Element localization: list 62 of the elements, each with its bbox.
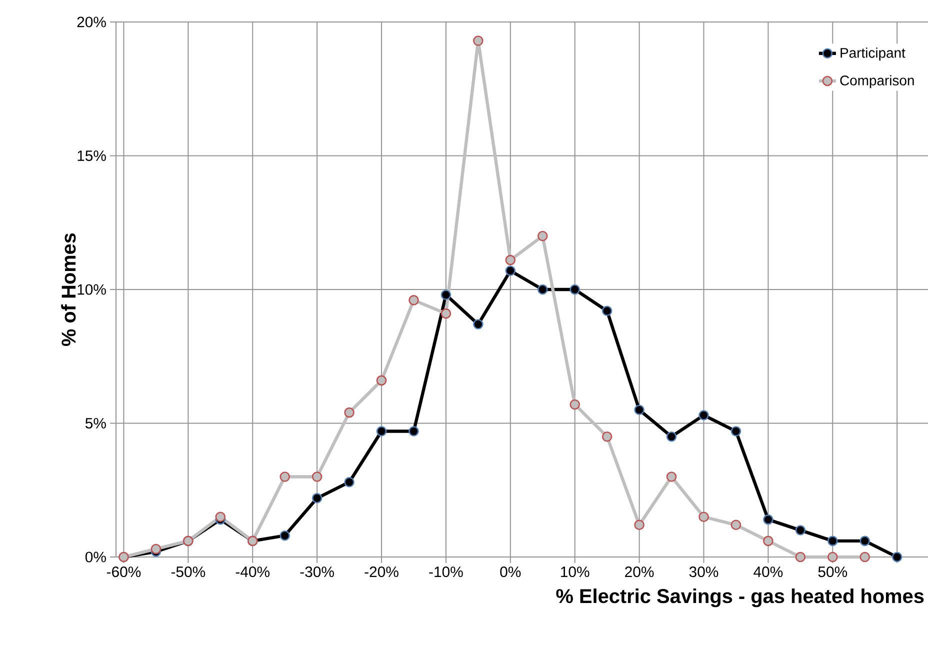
x-axis-title: % Electric Savings - gas heated homes <box>556 588 924 608</box>
point <box>440 308 452 319</box>
x-tick-label: -40% <box>236 566 270 578</box>
point <box>666 472 677 482</box>
y-tick-label: 5% <box>85 418 106 428</box>
legend-label: Participant <box>840 48 906 61</box>
x-tick-label: -50% <box>171 566 206 578</box>
x-tick-label: 50% <box>818 566 848 578</box>
point <box>505 254 516 266</box>
point <box>892 552 902 562</box>
x-tick-label: 0% <box>500 566 521 578</box>
point <box>473 319 484 330</box>
x-tick-label: 30% <box>689 566 718 578</box>
point <box>537 230 548 242</box>
x-tick-label: -60% <box>106 566 141 578</box>
point <box>537 284 548 295</box>
point <box>376 375 387 386</box>
point <box>570 284 580 295</box>
point <box>280 472 290 482</box>
point <box>376 426 387 436</box>
point <box>150 544 162 554</box>
point <box>440 290 452 300</box>
point <box>827 552 838 562</box>
point <box>666 431 677 442</box>
y-tick-label: 15% <box>78 150 106 161</box>
point <box>860 552 870 562</box>
point <box>634 520 644 530</box>
point <box>344 407 354 418</box>
y-tick-label: 20% <box>77 16 106 28</box>
point <box>860 536 870 546</box>
point <box>408 295 419 306</box>
point <box>505 266 516 276</box>
point <box>602 431 612 442</box>
point <box>408 426 419 436</box>
x-tick-label: 20% <box>625 566 654 578</box>
x-tick-label: -10% <box>429 566 463 578</box>
y-axis-title: % of Homes <box>61 233 76 346</box>
point <box>215 512 226 522</box>
point <box>312 472 322 482</box>
y-tick-label: 0% <box>85 552 106 562</box>
point <box>473 36 484 46</box>
point <box>827 536 838 546</box>
legend-label: Comparison <box>840 75 914 88</box>
point <box>698 512 709 522</box>
x-tick-label: 10% <box>561 566 590 578</box>
point <box>763 514 774 525</box>
y-tick-label: 10% <box>78 284 106 295</box>
point <box>602 306 612 316</box>
point <box>312 493 322 504</box>
point <box>698 410 709 420</box>
point <box>795 525 806 536</box>
point <box>763 536 774 546</box>
x-tick-label: -20% <box>364 566 398 578</box>
point <box>634 404 644 416</box>
x-tick-label: -30% <box>300 566 334 578</box>
point <box>570 399 580 410</box>
point <box>280 530 290 541</box>
point <box>730 426 742 436</box>
point <box>344 476 354 488</box>
x-tick-label: 40% <box>754 566 783 578</box>
point <box>730 520 742 530</box>
point <box>795 552 806 562</box>
